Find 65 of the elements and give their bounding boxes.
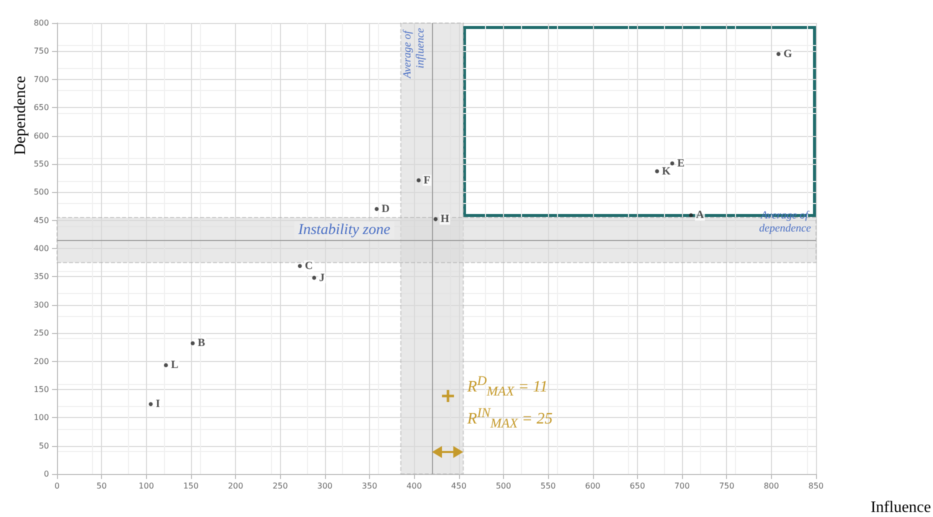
series-label: G — [783, 48, 792, 60]
series-label: H — [440, 213, 450, 226]
y-tick-label: 650 — [34, 103, 49, 112]
y-tick-label: 50 — [38, 441, 49, 450]
x-axis-title: Influence — [870, 499, 931, 517]
y-tick-label: 100 — [34, 413, 49, 422]
x-tick-label: 400 — [406, 482, 422, 490]
x-tick-label: 450 — [451, 482, 466, 490]
x-tick-label: 200 — [228, 482, 244, 490]
x-tick-label: 300 — [317, 482, 333, 490]
series-label: I — [156, 398, 160, 410]
x-tick-label: 700 — [674, 482, 690, 490]
point — [190, 341, 195, 346]
y-tick-label: 0 — [44, 470, 49, 478]
y-tick-label: 250 — [34, 328, 49, 338]
x-tick-label: 600 — [585, 482, 600, 490]
series-label: B — [198, 337, 206, 350]
band-label: Instability zone — [297, 222, 391, 238]
series-label: D — [382, 203, 390, 216]
x-tick-label: 850 — [808, 482, 824, 490]
x-tick-label: 800 — [764, 482, 779, 490]
series-label: E — [677, 157, 685, 170]
y-tick-label: 350 — [34, 272, 49, 282]
x-tick-label: 650 — [630, 482, 646, 490]
point — [776, 52, 780, 56]
x-tick-label: 750 — [719, 482, 734, 490]
point — [148, 402, 153, 406]
series-label: C — [304, 260, 313, 272]
x-tick-label: 250 — [272, 482, 288, 490]
x-tick-label: 350 — [362, 482, 378, 490]
x-tick-label: 50 — [96, 482, 107, 490]
y-tick-label: 400 — [34, 244, 49, 253]
x-tick-label: 500 — [496, 482, 512, 490]
annotation: R$^{IN}$$_{MAX}$ = 25 — [467, 404, 553, 432]
point — [298, 264, 302, 268]
y-tick-label: 600 — [34, 131, 49, 140]
y-tick-label: 450 — [34, 216, 49, 225]
series-label: J — [319, 272, 326, 284]
series-label: F — [424, 174, 431, 186]
point — [416, 178, 421, 182]
series-label: L — [170, 359, 178, 372]
x-tick-label: 100 — [138, 482, 154, 490]
annotation: R$^{D}$$_{MAX}$ = 11 — [467, 372, 549, 401]
point — [670, 161, 674, 166]
y-tick-label: 700 — [34, 74, 49, 84]
series-label: K — [662, 165, 672, 178]
point — [312, 276, 316, 280]
point — [434, 217, 438, 222]
y-tick-label: 150 — [34, 384, 49, 394]
series-label: A — [696, 209, 704, 222]
point — [688, 213, 693, 218]
y-axis-title: Dependence — [12, 76, 29, 155]
y-tick-label: 500 — [34, 188, 49, 197]
ref-line-label: Average of influence — [402, 28, 427, 80]
point — [164, 363, 168, 368]
point — [374, 207, 379, 212]
x-tick-label: 0 — [54, 482, 60, 490]
x-tick-label: 550 — [540, 482, 556, 490]
point — [655, 169, 660, 174]
y-tick-label: 550 — [34, 159, 49, 168]
y-tick-label: 800 — [34, 18, 49, 28]
y-tick-label: 300 — [34, 300, 49, 310]
y-tick-label: 750 — [34, 46, 49, 56]
y-tick-label: 200 — [34, 356, 49, 366]
x-tick-label: 150 — [183, 482, 199, 490]
